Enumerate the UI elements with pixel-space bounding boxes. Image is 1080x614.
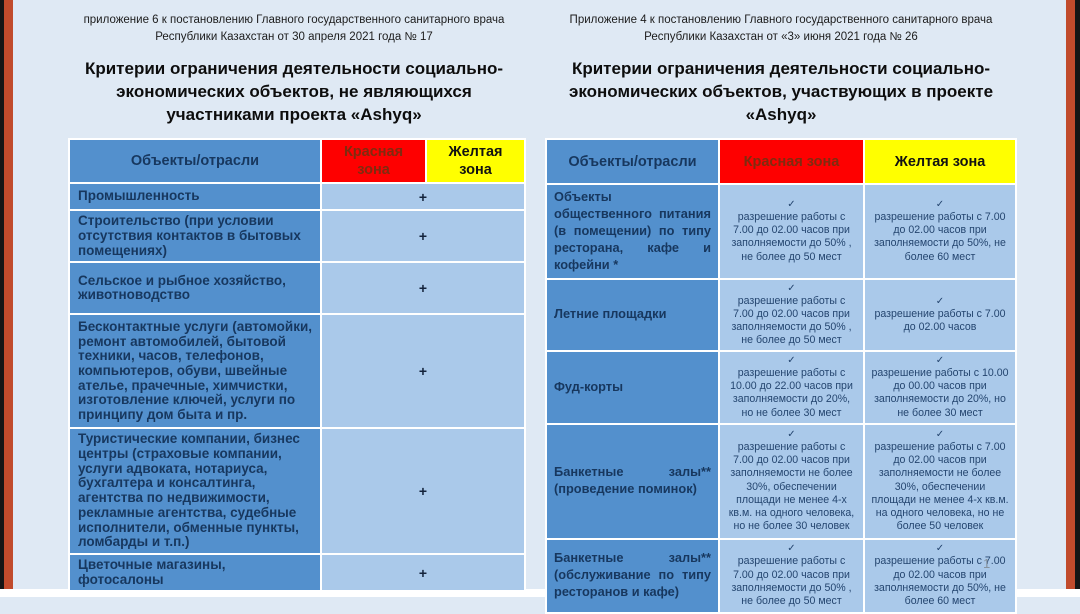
permission-text: разрешение работы с 7.00 до 02.00 часов … <box>728 441 855 532</box>
permission-text: разрешение работы с 10.00 до 22.00 часов… <box>730 367 853 419</box>
checkmark-icon: ✓ <box>935 429 945 441</box>
red-zone-condition-cell: ✓ разрешение работы с 7.00 до 02.00 часов… <box>720 185 863 278</box>
table-row: Объекты общественного питания (в помещен… <box>547 185 1015 278</box>
object-label-cell: Туристические компании, бизнес центры (с… <box>70 429 320 553</box>
object-label-cell: Летние площадки <box>547 279 718 351</box>
table-row: Промышленность + <box>70 184 524 210</box>
right-orange-accent-bar <box>1066 0 1075 589</box>
table-header-row: Объекты/отрасли Красная зона Желтая зона <box>70 140 524 183</box>
restrictions-table-non-ashyq: Объекты/отрасли Красная зона Желтая зона… <box>68 138 526 593</box>
red-zone-condition-cell: ✓ разрешение работы с 7.00 до 02.00 часов… <box>720 279 863 351</box>
zone-allowed-mark-cell: + <box>322 429 524 553</box>
object-label-cell: Банкетные залы** (обслуживание по типу р… <box>547 539 718 612</box>
checkmark-icon: ✓ <box>787 355 796 367</box>
objects-column-header: Объекты/отрасли <box>547 140 718 184</box>
checkmark-icon: ✓ <box>935 199 945 211</box>
table-row: Банкетные залы** (проведение поминок) ✓ ра… <box>547 424 1015 538</box>
permission-text: разрешение работы с 10.00 до 00.00 часов… <box>871 367 1009 419</box>
checkmark-icon: ✓ <box>935 295 945 307</box>
left-table-body: Промышленность + Строительство (при услови… <box>70 184 524 591</box>
table-row: Строительство (при условии отсутствия ко… <box>70 211 524 262</box>
table-row: Сельское и рыбное хозяйство, животноводс… <box>70 263 524 314</box>
object-label-cell: Строительство (при условии отсутствия ко… <box>70 211 320 262</box>
right-panel: Приложение 4 к постановлению Главного го… <box>545 10 1017 614</box>
checkmark-icon: ✓ <box>935 543 945 555</box>
checkmark-icon: ✓ <box>787 199 796 211</box>
left-panel: приложение 6 к постановлению Главного го… <box>68 10 526 593</box>
restrictions-table-ashyq: Объекты/отрасли Красная зона Желтая зона… <box>545 138 1017 614</box>
red-zone-condition-cell: ✓ разрешение работы с 7.00 до 02.00 часов… <box>720 424 863 538</box>
left-orange-accent-bar <box>4 0 13 589</box>
permission-text: разрешение работы с 7.00 до 02.00 часов <box>874 307 1006 333</box>
yellow-zone-condition-cell: ✓ разрешение работы с 7.00 до 02.00 часов… <box>865 539 1015 612</box>
red-zone-column-header: Красная зона <box>322 140 425 183</box>
appendix-note-left: приложение 6 к постановлению Главного го… <box>83 14 505 43</box>
zone-allowed-mark-cell: + <box>322 315 524 428</box>
left-black-edge <box>0 0 4 589</box>
checkmark-icon: ✓ <box>787 543 796 555</box>
page-number: 1 <box>983 556 991 571</box>
yellow-zone-column-header: Желтая зона <box>865 140 1015 184</box>
yellow-zone-column-header: Желтая зона <box>427 140 524 183</box>
appendix-note-right: Приложение 4 к постановлению Главного го… <box>569 14 993 43</box>
checkmark-icon: ✓ <box>787 429 796 441</box>
objects-column-header: Объекты/отрасли <box>70 140 320 183</box>
table-header-row: Объекты/отрасли Красная зона Желтая зона <box>547 140 1015 184</box>
yellow-zone-condition-cell: ✓ разрешение работы с 7.00 до 02.00 часов… <box>865 424 1015 538</box>
permission-text: разрешение работы с 7.00 до 02.00 часов … <box>731 555 852 607</box>
permission-text: разрешение работы с 7.00 до 02.00 часов … <box>871 441 1009 532</box>
permission-text: разрешение работы с 7.00 до 02.00 часов … <box>731 294 852 346</box>
yellow-zone-condition-cell: ✓ разрешение работы с 7.00 до 02.00 часов… <box>865 185 1015 278</box>
red-zone-column-header: Красная зона <box>720 140 863 184</box>
red-zone-condition-cell: ✓ разрешение работы с 10.00 до 22.00 часо… <box>720 352 863 423</box>
table-row: Банкетные залы** (обслуживание по типу р… <box>547 539 1015 612</box>
object-label-cell: Промышленность <box>70 184 320 210</box>
checkmark-icon: ✓ <box>787 282 796 294</box>
table-row: Бесконтактные услуги (автомойки, ремонт … <box>70 315 524 428</box>
table-row: Летние площадки ✓ разрешение работы с 7.00… <box>547 279 1015 351</box>
yellow-zone-condition-cell: ✓ разрешение работы с 10.00 до 00.00 часо… <box>865 352 1015 423</box>
object-label-cell: Фуд-корты <box>547 352 718 423</box>
object-label-cell: Бесконтактные услуги (автомойки, ремонт … <box>70 315 320 428</box>
table-row: Туристические компании, бизнес центры (с… <box>70 429 524 553</box>
right-table-body: Объекты общественного питания (в помещен… <box>547 185 1015 612</box>
yellow-zone-condition-cell: ✓ разрешение работы с 7.00 до 02.00 часов <box>865 279 1015 351</box>
object-label-cell: Цветочные магазины, фотосалоны <box>70 554 320 591</box>
object-label-cell: Объекты общественного питания (в помещен… <box>547 185 718 278</box>
table-row: Фуд-корты ✓ разрешение работы с 10.00 до 2… <box>547 352 1015 423</box>
zone-allowed-mark-cell: + <box>322 263 524 314</box>
zone-allowed-mark-cell: + <box>322 554 524 591</box>
table-title-left: Критерии ограничения деятельности социал… <box>84 59 504 124</box>
zone-allowed-mark-cell: + <box>322 211 524 262</box>
red-zone-condition-cell: ✓ разрешение работы с 7.00 до 02.00 часов… <box>720 539 863 612</box>
table-row: Цветочные магазины, фотосалоны + <box>70 554 524 591</box>
object-label-cell: Банкетные залы** (проведение поминок) <box>547 424 718 538</box>
bottom-margin-strip <box>0 589 1080 597</box>
zone-allowed-mark-cell: + <box>322 184 524 210</box>
checkmark-icon: ✓ <box>935 355 945 367</box>
permission-text: разрешение работы с 7.00 до 02.00 часов … <box>874 211 1006 263</box>
table-title-right: Критерии ограничения деятельности социал… <box>568 59 994 124</box>
object-label-cell: Сельское и рыбное хозяйство, животноводс… <box>70 263 320 314</box>
right-black-edge <box>1075 0 1080 589</box>
permission-text: разрешение работы с 7.00 до 02.00 часов … <box>731 211 852 263</box>
